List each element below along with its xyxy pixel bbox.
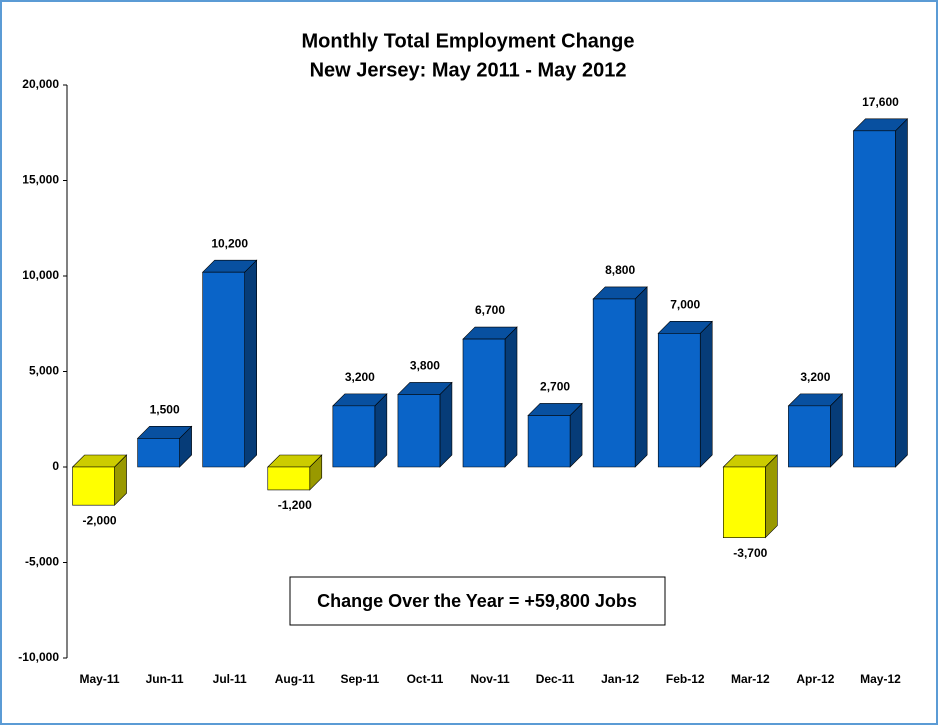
bar-side [244, 259, 257, 468]
y-tick-label: 15,000 [22, 173, 59, 187]
bar [462, 326, 518, 468]
x-tick-label: Dec-11 [536, 672, 575, 686]
bar-front [202, 271, 245, 468]
x-tick-label: Nov-11 [470, 672, 510, 686]
bar [397, 381, 453, 468]
bar [592, 286, 648, 468]
bar [722, 454, 779, 539]
bar-side [439, 381, 453, 468]
value-label: 3,200 [345, 370, 375, 384]
bar-front [657, 333, 701, 468]
value-label: 6,700 [475, 303, 505, 317]
value-label: 8,800 [605, 263, 635, 277]
x-tick-label: Feb-12 [666, 672, 705, 686]
x-tick-label: Jan-12 [601, 672, 639, 686]
x-tick-label: Sep-11 [340, 672, 379, 686]
bar [136, 425, 193, 468]
value-label: -2,000 [83, 513, 117, 527]
value-label: 2,700 [540, 380, 570, 394]
chart-subtitle: New Jersey: May 2011 - May 2012 [310, 59, 627, 81]
x-tick-label: Apr-12 [796, 672, 834, 686]
bar-front [853, 130, 896, 468]
annotation: Change Over the Year = +59,800 Jobs [317, 591, 637, 611]
x-tick-label: Oct-11 [407, 672, 444, 686]
bar-side [634, 286, 648, 468]
bar [527, 402, 583, 468]
bar [852, 118, 909, 468]
bar-side [374, 393, 388, 468]
bar [787, 393, 844, 468]
bar [267, 454, 323, 491]
x-tick-label: Jun-11 [146, 672, 184, 686]
y-tick-label: 10,000 [22, 268, 59, 282]
bar-front [788, 405, 831, 468]
bar-side [504, 326, 518, 468]
y-tick-label: 5,000 [29, 364, 59, 378]
bar [201, 259, 258, 468]
x-tick-label: May-12 [860, 672, 901, 686]
bar-front [267, 466, 311, 491]
value-label: 1,500 [150, 403, 180, 417]
x-tick-label: Aug-11 [275, 672, 315, 686]
value-label: -3,700 [733, 546, 767, 560]
value-label: 3,800 [410, 359, 440, 373]
bar-front [527, 415, 571, 468]
value-label: 3,200 [800, 370, 830, 384]
chart-title: Monthly Total Employment Change [302, 30, 635, 52]
bar-side [699, 320, 713, 468]
bar-side [830, 393, 843, 468]
bar-front [592, 298, 636, 468]
x-tick-label: Mar-12 [731, 672, 770, 686]
annotation-box [289, 576, 666, 626]
x-tick-label: Jul-11 [213, 672, 247, 686]
value-label: 7,000 [670, 297, 700, 311]
bar-front [332, 405, 376, 468]
bar-side [895, 118, 908, 468]
value-label: -1,200 [278, 498, 312, 512]
bar [71, 454, 128, 506]
y-tick-label: -5,000 [25, 555, 59, 569]
bar-front [462, 338, 506, 468]
y-tick-label: -10,000 [18, 650, 59, 664]
bar-front [723, 466, 766, 538]
bar [332, 393, 388, 468]
bar-front [72, 466, 115, 506]
y-tick-label: 20,000 [22, 77, 59, 91]
value-label: 17,600 [862, 95, 899, 109]
bar-front [137, 438, 180, 468]
x-tick-label: May-11 [80, 672, 120, 686]
y-tick-label: 0 [52, 459, 59, 473]
value-label: 10,200 [211, 236, 248, 250]
bar [657, 320, 713, 468]
bar-front [397, 394, 441, 468]
bar-side [765, 454, 778, 539]
